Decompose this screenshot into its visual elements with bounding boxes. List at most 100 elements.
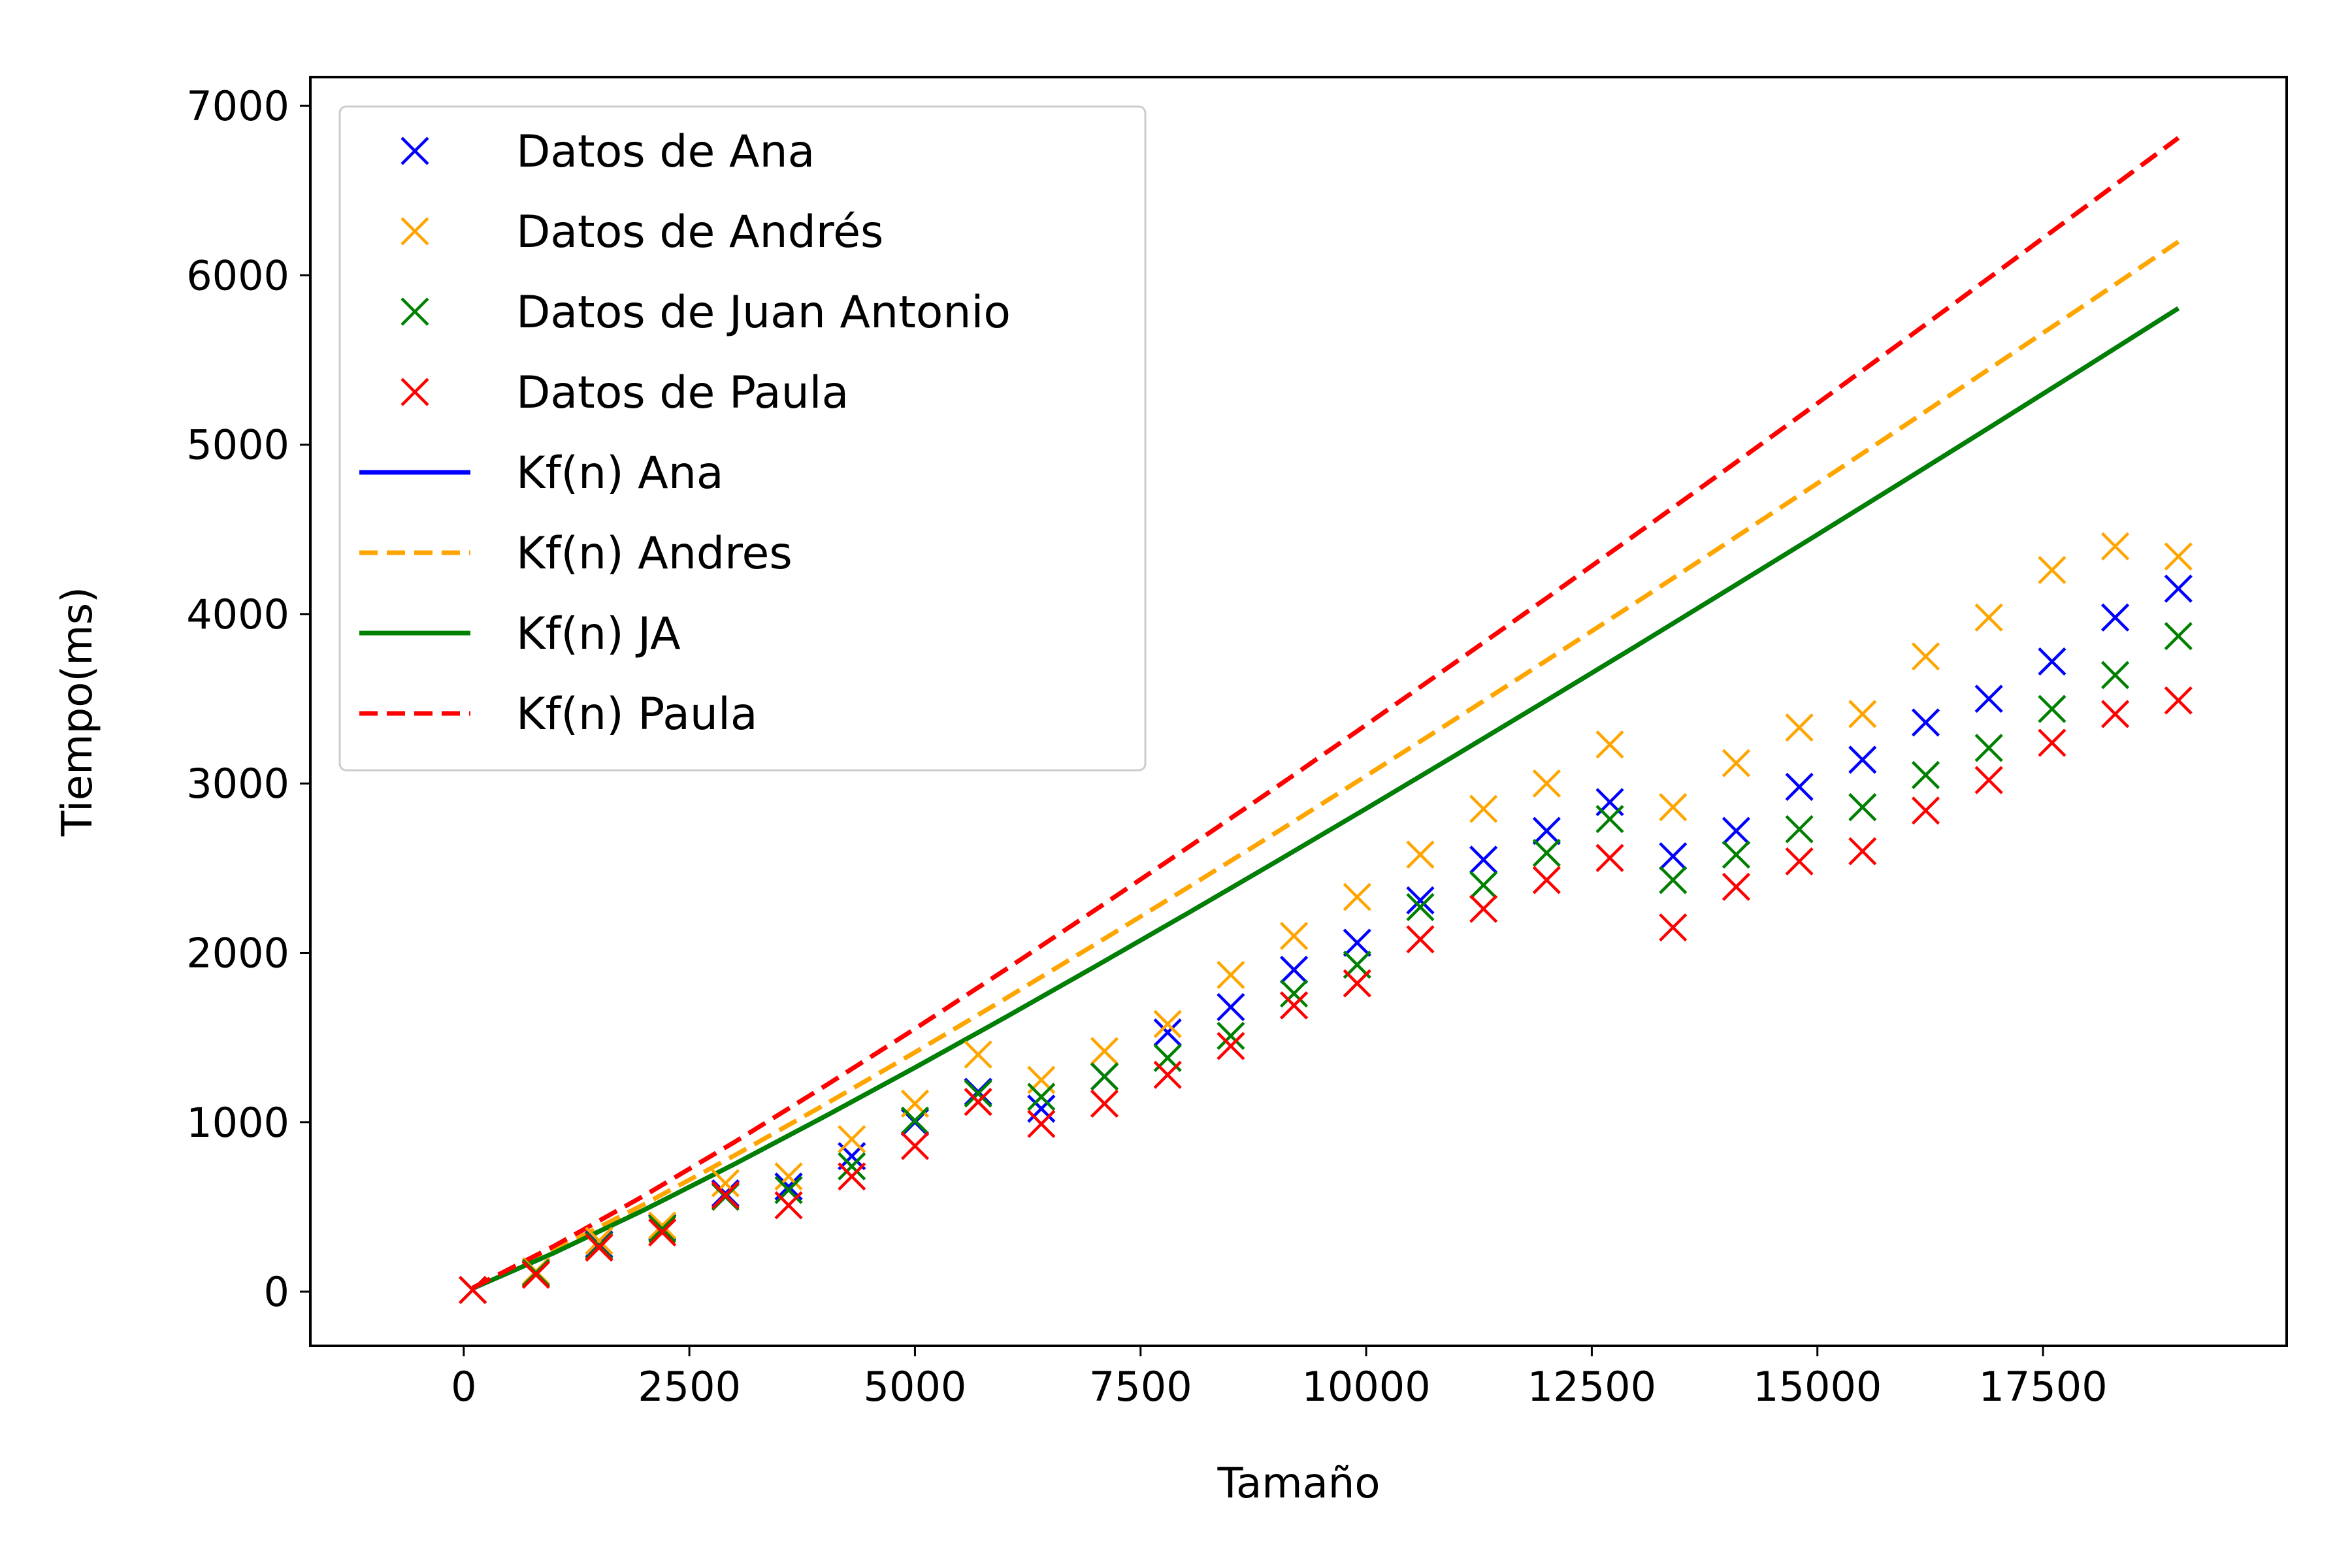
marker-glyph xyxy=(774,1191,803,1220)
data-point xyxy=(1848,745,1877,774)
legend-item: Kf(n) Andres xyxy=(359,528,792,580)
data-point xyxy=(1279,991,1309,1020)
marker-glyph xyxy=(1595,730,1624,759)
marker-glyph xyxy=(1785,713,1814,742)
marker-glyph xyxy=(900,1106,930,1135)
data-point xyxy=(1090,1062,1119,1091)
data-point xyxy=(1153,1060,1182,1089)
data-point xyxy=(1027,1109,1056,1138)
marker-glyph xyxy=(1406,840,1435,869)
data-point xyxy=(964,1079,992,1108)
marker-glyph xyxy=(1343,969,1371,998)
marker-glyph xyxy=(1659,842,1688,871)
y-tick-label: 6000 xyxy=(186,252,289,299)
data-point xyxy=(1343,928,1371,957)
data-point xyxy=(1911,760,1940,789)
data-point xyxy=(1279,921,1309,951)
marker-glyph xyxy=(585,1226,613,1255)
marker-glyph xyxy=(400,217,429,246)
data-point xyxy=(2100,532,2130,561)
x-tick-label: 2500 xyxy=(638,1363,741,1411)
legend-box xyxy=(338,105,1147,772)
marker-glyph xyxy=(585,1233,613,1262)
marker-glyph xyxy=(1974,734,2003,762)
marker-glyph xyxy=(1722,817,1751,845)
x-tick-label: 15000 xyxy=(1753,1363,1882,1411)
marker-glyph xyxy=(1659,866,1688,894)
data-point xyxy=(1279,979,1309,1008)
marker-glyph xyxy=(1785,847,1814,876)
x-axis: 0 2500 5000 7500 10000 12500 15000 17500 xyxy=(451,1346,2108,1411)
data-point xyxy=(2100,603,2130,632)
marker-glyph xyxy=(838,1152,866,1181)
legend-label: Datos de Ana xyxy=(516,126,815,178)
data-point xyxy=(1974,734,2003,762)
legend-marker xyxy=(400,297,429,326)
legend-marker xyxy=(400,378,429,406)
data-point xyxy=(521,1260,550,1289)
data-point xyxy=(1027,1083,1056,1111)
data-point xyxy=(2164,622,2193,651)
marker-glyph xyxy=(774,1162,803,1191)
marker-glyph xyxy=(1848,700,1877,728)
marker-glyph xyxy=(1217,1021,1245,1051)
data-point xyxy=(1406,892,1435,922)
marker-glyph xyxy=(1279,991,1309,1020)
legend-marker xyxy=(400,137,429,165)
marker-glyph xyxy=(459,1275,487,1305)
x-tick-label: 12500 xyxy=(1527,1363,1656,1411)
marker-glyph xyxy=(964,1079,992,1108)
y-tick-label: 0 xyxy=(264,1268,289,1316)
series-line-kf-n-ja xyxy=(472,306,2180,1291)
data-point xyxy=(648,1211,677,1240)
marker-glyph xyxy=(1659,913,1688,942)
marker-glyph xyxy=(1911,796,1940,825)
data-point xyxy=(900,1132,930,1160)
data-point xyxy=(2038,728,2066,757)
legend-item: Kf(n) Paula xyxy=(359,689,758,740)
data-point xyxy=(2100,700,2130,728)
data-point xyxy=(1153,1009,1182,1038)
data-point xyxy=(1974,766,2003,794)
data-point xyxy=(1722,840,1751,869)
data-point xyxy=(585,1226,613,1255)
data-point xyxy=(1595,843,1624,872)
marker-glyph xyxy=(1974,684,2003,713)
marker-glyph xyxy=(1217,992,1245,1022)
marker-glyph xyxy=(1595,805,1624,834)
marker-glyph xyxy=(1027,1094,1056,1123)
data-point xyxy=(964,1088,992,1117)
legend-item: Datos de Andrés xyxy=(400,206,883,258)
marker-glyph xyxy=(1343,928,1371,957)
data-point xyxy=(774,1175,803,1205)
marker-glyph xyxy=(1974,766,2003,794)
data-point xyxy=(1532,866,1561,894)
y-tick-label: 5000 xyxy=(186,421,289,469)
data-point xyxy=(1848,700,1877,728)
marker-glyph xyxy=(1595,843,1624,872)
data-point xyxy=(1722,749,1751,777)
y-tick-label: 1000 xyxy=(186,1099,289,1147)
legend-label: Datos de Paula xyxy=(516,367,849,419)
legend-label: Kf(n) Ana xyxy=(516,448,724,499)
marker-glyph xyxy=(1153,1009,1182,1038)
data-point xyxy=(2164,574,2193,603)
data-point xyxy=(838,1152,866,1181)
data-point xyxy=(1848,792,1877,822)
data-point xyxy=(2164,542,2193,571)
marker-glyph xyxy=(1911,760,1940,789)
axes-frame xyxy=(309,76,2288,1347)
data-point xyxy=(1217,1032,1245,1060)
marker-glyph xyxy=(2100,603,2130,632)
marker-glyph xyxy=(1217,1032,1245,1060)
legend: Datos de Ana Datos de Andrés Datos de Juan… xyxy=(338,105,1147,772)
marker-glyph xyxy=(648,1215,677,1243)
legend-label: Kf(n) JA xyxy=(516,608,681,660)
marker-glyph xyxy=(521,1260,550,1289)
marker-glyph xyxy=(2038,555,2066,585)
marker-glyph xyxy=(1090,1089,1119,1118)
marker-glyph xyxy=(1279,921,1309,951)
marker-glyph xyxy=(1027,1083,1056,1111)
legend-item: Datos de Juan Antonio xyxy=(400,287,1011,338)
marker-glyph xyxy=(2164,622,2193,651)
